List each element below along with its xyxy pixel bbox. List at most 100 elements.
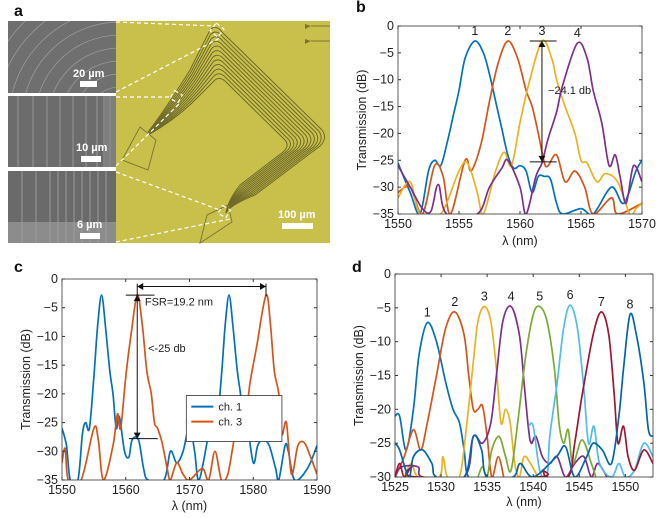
series-line-4 (398, 41, 642, 214)
x-tick-label: 1565 (567, 217, 595, 231)
spiral-waveguide (147, 36, 319, 214)
peak-label-1: 1 (471, 24, 478, 38)
spiral-waveguide (149, 77, 288, 214)
y-axis-label: Transmission (dB) (352, 325, 366, 426)
x-tick-label: 1580 (239, 483, 267, 497)
scale-bar-label-100um: 100 µm (278, 209, 316, 221)
legend-label: ch. 1 (218, 402, 242, 414)
peak-label-4: 4 (508, 289, 515, 303)
sem-image-middle (8, 96, 116, 167)
peak-label-2: 2 (504, 24, 511, 38)
x-tick-label: 1560 (506, 217, 534, 231)
y-tick-label: −10 (37, 329, 58, 343)
peak-label-7: 7 (598, 295, 605, 309)
legend: ch. 1 ch. 3 (185, 395, 283, 442)
x-tick-label: 1570 (176, 483, 204, 497)
scale-bar-10um (81, 156, 101, 162)
sem-image-top (8, 21, 116, 93)
y-tick-label: −30 (373, 180, 394, 194)
y-tick-label: −35 (373, 207, 394, 221)
spiral-waveguide (148, 45, 312, 214)
x-tick-label: 1570 (628, 217, 656, 231)
panel-label-d: d (352, 259, 362, 276)
y-tick-label: −25 (373, 153, 394, 167)
series-line-3 (398, 39, 642, 214)
peak-label-5: 5 (536, 289, 543, 303)
panel-label-b: b (356, 0, 366, 16)
x-tick-label: 1545 (565, 480, 593, 494)
y-tick-label: −20 (373, 126, 394, 140)
chart-panel-d: d 1 2 3 4 5 6 7 8 1525 1530 1535 1540 1545 1550 0 −5 −10 −… (352, 259, 654, 509)
y-tick-label: −30 (370, 470, 391, 484)
panel-a: a (8, 3, 330, 245)
series-line-2 (398, 40, 642, 214)
arrowhead-icon (133, 432, 141, 439)
chart-panel-b: b 1 2 3 4 1550 1555 1560 1565 1570 0 −5 −10 −15 −20 −25… (355, 0, 656, 248)
y-axis-label: Transmission (dB) (355, 70, 369, 171)
y-tick-label: 0 (387, 19, 394, 33)
spiral-waveguide (148, 50, 308, 214)
spiral-waveguide (149, 64, 298, 214)
arrowhead-icon (260, 282, 266, 290)
spiral-waveguide (147, 26, 326, 214)
y-tick-label: −15 (373, 100, 394, 114)
chart-panel-c: c 1550 1560 1570 1580 1590 0 −5 −10 −15 −20 −25 −30 −… (14, 259, 331, 513)
y-tick-label: 0 (51, 272, 58, 286)
peak-label-2: 2 (451, 295, 458, 309)
peak-label-8: 8 (626, 298, 633, 312)
peak-label-6: 6 (567, 288, 574, 302)
x-tick-label: 1590 (303, 483, 331, 497)
peak-label-4: 4 (574, 26, 581, 40)
optical-micrograph (116, 21, 330, 245)
scale-bar-label-20um: 20 µm (73, 68, 105, 80)
series-line-4 (395, 305, 608, 477)
y-tick-label: −35 (37, 473, 58, 487)
y-tick-label: −20 (370, 402, 391, 416)
panel-label-a: a (14, 3, 23, 20)
x-tick-label: 1560 (112, 483, 140, 497)
x-axis-label: λ (nm) (172, 499, 207, 513)
spiral-waveguide (149, 73, 291, 214)
y-tick-label: −5 (377, 301, 391, 315)
annotation-fsr: FSR=19.2 nm (145, 296, 213, 308)
scale-bar-20um (80, 81, 97, 87)
spiral-waveguide (149, 68, 295, 214)
x-axis-label: λ (nm) (506, 495, 541, 509)
y-tick-label: −25 (370, 436, 391, 450)
peak-label-3: 3 (538, 24, 545, 38)
arrowhead-icon (137, 282, 144, 290)
spiral-waveguide (147, 31, 322, 214)
x-tick-label: 1550 (611, 480, 639, 494)
sem-image-bottom (8, 171, 116, 243)
y-tick-label: −10 (370, 335, 391, 349)
y-tick-label: −25 (37, 416, 58, 430)
annotation-extinction: −24.1 db (548, 85, 591, 97)
series-line-ch3 (62, 293, 317, 480)
spiral-waveguide (148, 54, 305, 214)
y-tick-label: −20 (37, 387, 58, 401)
series-line-7 (395, 311, 653, 477)
arrowhead-icon (133, 295, 141, 302)
y-tick-label: −10 (373, 73, 394, 87)
scale-bar-6um (80, 233, 100, 239)
y-tick-label: 0 (384, 267, 391, 281)
series-line-3 (403, 305, 539, 477)
x-tick-label: 1550 (48, 483, 76, 497)
arrowhead-icon (538, 155, 546, 162)
x-tick-label: 1540 (519, 480, 547, 494)
y-axis-label: Transmission (dB) (19, 329, 33, 430)
spiral-waveguide (148, 59, 302, 214)
x-tick-label: 1555 (445, 217, 473, 231)
peak-label-1: 1 (424, 306, 431, 320)
annotation-extinction: <-25 db (148, 343, 186, 355)
x-tick-label: 1550 (384, 217, 412, 231)
scale-bar-100um (282, 223, 313, 229)
series-line-1 (398, 40, 642, 214)
legend-box (185, 395, 283, 442)
y-tick-label: −5 (44, 301, 58, 315)
legend-label: ch. 3 (218, 417, 242, 429)
series-line-2 (395, 310, 505, 477)
x-tick-label: 1525 (381, 480, 409, 494)
